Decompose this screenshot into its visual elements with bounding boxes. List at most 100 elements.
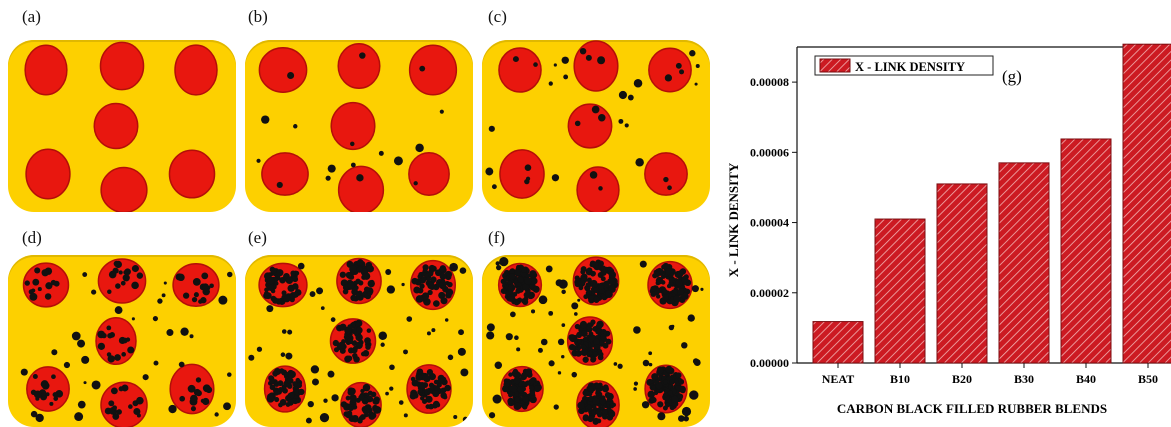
- carbon-particle: [77, 339, 86, 348]
- carbon-particle: [202, 397, 210, 406]
- x-tick-label: B50: [1138, 372, 1158, 386]
- carbon-particle: [428, 264, 436, 272]
- carbon-particle: [348, 406, 354, 411]
- rubber-domain: [97, 258, 147, 304]
- rubber-domain: [337, 42, 381, 90]
- carbon-particle: [608, 271, 617, 279]
- carbon-particle: [108, 400, 115, 407]
- carbon-particle: [385, 269, 392, 275]
- carbon-particle: [261, 115, 270, 124]
- carbon-particle: [677, 270, 684, 277]
- y-tick-label: 0.00000: [750, 356, 789, 370]
- carbon-particle: [124, 268, 131, 276]
- carbon-particle: [120, 280, 126, 286]
- carbon-particle: [323, 398, 328, 403]
- carbon-particle: [345, 395, 351, 401]
- carbon-particle: [191, 296, 198, 303]
- x-tick-label: B10: [890, 372, 910, 386]
- carbon-particle: [592, 351, 599, 357]
- carbon-particle: [447, 354, 454, 361]
- carbon-particle: [153, 360, 159, 366]
- rubber-domain: [26, 366, 70, 412]
- carbon-particle: [114, 306, 123, 314]
- carbon-particle: [426, 369, 434, 376]
- carbon-particle: [523, 291, 530, 299]
- carbon-particle: [195, 377, 202, 383]
- carbon-particle: [35, 413, 44, 423]
- carbon-particle: [34, 267, 41, 274]
- carbon-particle: [524, 277, 532, 285]
- carbon-particle: [277, 386, 284, 393]
- carbon-particle: [190, 394, 198, 403]
- carbon-particle: [591, 409, 597, 416]
- carbon-particle: [648, 379, 654, 384]
- carbon-particle: [276, 269, 284, 277]
- carbon-particle: [180, 327, 189, 336]
- carbon-particle: [272, 297, 279, 304]
- carbon-particle: [442, 394, 448, 400]
- carbon-particle: [269, 384, 276, 391]
- carbon-particle: [131, 281, 139, 290]
- carbon-particle: [574, 312, 578, 316]
- carbon-particle: [458, 329, 464, 336]
- carbon-particle: [700, 287, 704, 291]
- y-tick-label: 0.00006: [750, 145, 789, 159]
- carbon-particle: [357, 418, 363, 424]
- carbon-particle: [581, 330, 588, 338]
- carbon-particle: [689, 390, 699, 400]
- carbon-particle: [350, 294, 357, 302]
- carbon-particle: [665, 268, 672, 275]
- carbon-particle: [494, 361, 503, 369]
- carbon-particle: [288, 370, 296, 379]
- carbon-particle: [516, 386, 524, 393]
- panel-label-d: (d): [22, 228, 42, 247]
- carbon-particle: [444, 270, 453, 279]
- carbon-particle: [127, 346, 135, 354]
- x-tick-label: B40: [1076, 372, 1096, 386]
- carbon-particle: [486, 331, 495, 340]
- carbon-particle: [575, 351, 581, 357]
- carbon-particle: [274, 281, 279, 286]
- carbon-particle: [525, 368, 533, 376]
- panel-label-e: (e): [248, 228, 267, 247]
- carbon-particle: [571, 302, 579, 310]
- carbon-particle: [296, 382, 303, 389]
- carbon-particle: [428, 403, 434, 410]
- carbon-particle: [29, 292, 38, 301]
- carbon-particle: [91, 380, 101, 390]
- carbon-particle: [600, 328, 607, 336]
- carbon-particle: [648, 351, 653, 356]
- carbon-particle: [602, 342, 609, 349]
- carbon-particle: [195, 390, 201, 396]
- rubber-domain: [572, 256, 620, 306]
- carbon-particle: [648, 362, 653, 367]
- carbon-particle: [561, 354, 565, 359]
- carbon-particle: [503, 381, 510, 388]
- carbon-particle: [422, 268, 428, 273]
- carbon-particle: [582, 389, 589, 397]
- carbon-particle: [580, 348, 588, 357]
- carbon-particle: [522, 395, 529, 403]
- carbon-particle: [179, 395, 186, 402]
- bar-b30: [998, 162, 1050, 364]
- carbon-particle: [432, 400, 440, 408]
- carbon-particle: [662, 262, 670, 270]
- carbon-particle: [131, 265, 139, 273]
- carbon-particle: [366, 265, 374, 273]
- carbon-particle: [495, 261, 500, 266]
- carbon-particle: [177, 273, 185, 282]
- rubber-domain: [100, 381, 148, 427]
- carbon-particle: [486, 323, 495, 332]
- carbon-particle: [653, 271, 660, 278]
- carbon-particle: [292, 291, 299, 298]
- carbon-particle: [331, 394, 339, 402]
- carbon-particle: [599, 397, 606, 405]
- carbon-particle: [578, 279, 585, 287]
- carbon-particle: [420, 276, 426, 282]
- carbon-particle: [136, 396, 144, 405]
- carbon-particle: [509, 385, 518, 393]
- carbon-particle: [529, 283, 535, 290]
- carbon-particle: [256, 346, 263, 352]
- carbon-particle: [401, 282, 405, 287]
- carbon-particle: [115, 283, 121, 289]
